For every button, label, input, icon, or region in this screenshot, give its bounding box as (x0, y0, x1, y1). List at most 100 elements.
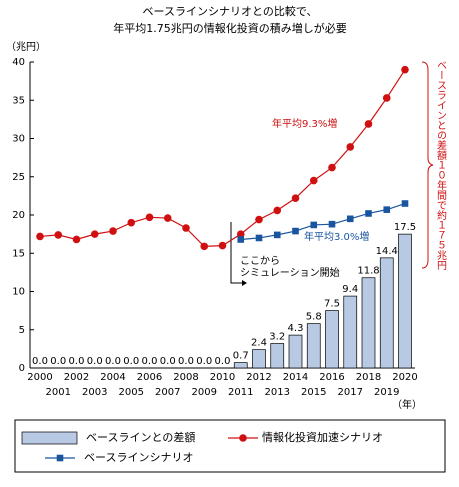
data-label: 11.8 (357, 266, 379, 277)
bar (270, 343, 285, 369)
data-label: 0.0 (105, 356, 121, 367)
marker (291, 194, 300, 202)
y-tick-label: 25 (12, 172, 25, 183)
marker (127, 218, 136, 227)
data-label: 0.0 (123, 356, 139, 367)
y-tick-label: 10 (12, 287, 25, 298)
data-label: 0.0 (178, 356, 194, 367)
marker (273, 231, 281, 239)
x-tick-label: 2013 (265, 387, 290, 398)
marker (145, 213, 154, 222)
bracket (421, 61, 434, 269)
x-tick-label: 2018 (356, 372, 381, 383)
marker (310, 221, 318, 229)
x-tick-label: 2006 (137, 372, 162, 383)
x-tick-label: 2003 (82, 387, 107, 398)
y-tick-label: 20 (12, 210, 25, 221)
data-label: 0.0 (32, 356, 48, 367)
x-tick-label: 2014 (283, 372, 308, 383)
x-tick-label: 2000 (27, 372, 52, 383)
legend-label: 情報化投資加速シナリオ (262, 430, 383, 444)
marker (328, 220, 336, 228)
y-tick-label: 0 (19, 363, 25, 374)
legend (14, 419, 446, 473)
data-label: 7.5 (324, 299, 340, 310)
x-axis-label: （年） (392, 398, 422, 411)
y-tick-label: 40 (12, 57, 25, 68)
marker (382, 94, 391, 102)
arrow (230, 222, 246, 284)
x-tick-label: 2016 (319, 372, 344, 383)
data-label: 0.0 (50, 356, 66, 367)
bar (306, 323, 321, 369)
marker (109, 227, 117, 235)
y-tick-label: 5 (19, 325, 25, 336)
annotation: ベースラインとの差額１０年間で約１７５兆円 (435, 60, 447, 271)
marker (255, 215, 263, 224)
data-label: 0.7 (233, 351, 249, 362)
legend-swatch (56, 454, 64, 462)
bar (361, 277, 376, 369)
chart-title: 年平均1.75兆円の情報化投資の積み増しが必要 (113, 21, 347, 35)
bar (288, 334, 303, 369)
x-tick-label: 2012 (246, 372, 271, 383)
y-tick-label: 30 (12, 134, 25, 145)
marker (292, 227, 299, 235)
marker (255, 234, 263, 242)
x-tick-label: 2007 (155, 387, 180, 398)
x-tick-label: 2020 (392, 372, 417, 383)
marker (309, 176, 318, 185)
bar (325, 310, 339, 369)
line (240, 202, 406, 241)
data-label: 4.3 (288, 323, 304, 334)
bar (398, 233, 412, 369)
annotation: ここから (240, 255, 280, 267)
bar (379, 257, 394, 369)
x-tick-label: 2005 (119, 387, 144, 398)
data-label: 0.0 (215, 356, 231, 367)
marker (90, 230, 99, 238)
marker (200, 242, 209, 251)
data-label: 17.5 (394, 222, 416, 233)
x-tick-label: 2011 (228, 387, 253, 398)
data-label: 14.4 (376, 246, 398, 257)
data-label: 0.0 (196, 356, 212, 367)
marker (328, 163, 336, 172)
marker (273, 206, 282, 215)
data-label: 0.0 (160, 356, 176, 367)
x-tick-label: 2017 (338, 387, 363, 398)
annotation: 年平均3.0%増 (304, 230, 369, 243)
marker (365, 210, 372, 217)
marker (163, 214, 172, 222)
y-tick-label: 35 (12, 95, 25, 106)
marker (346, 215, 354, 223)
x-tick-label: 2008 (173, 372, 198, 383)
data-label: 0.0 (87, 356, 103, 367)
bar (252, 349, 266, 369)
marker (364, 120, 373, 128)
legend-label: ベースラインシナリオ (84, 451, 193, 464)
data-label: 0.0 (142, 356, 158, 367)
marker (182, 224, 190, 232)
marker (383, 206, 391, 213)
x-tick-label: 2002 (64, 372, 89, 383)
bar (233, 362, 248, 369)
y-tick-label: 15 (12, 248, 25, 259)
data-label: 0.0 (69, 356, 85, 367)
annotation: 年平均9.3%増 (272, 117, 337, 130)
marker (218, 241, 227, 250)
marker (72, 235, 81, 244)
legend-label: ベースラインとの差額 (86, 430, 195, 444)
marker (237, 236, 245, 243)
x-tick-label: 2004 (100, 372, 125, 383)
marker (54, 231, 63, 239)
marker (236, 230, 245, 238)
marker (401, 200, 409, 207)
marker (36, 232, 44, 241)
x-tick-label: 2010 (210, 372, 235, 383)
marker (401, 65, 409, 74)
data-label: 9.4 (342, 284, 358, 295)
x-tick-label: 2009 (192, 387, 217, 398)
x-tick-label: 2001 (46, 387, 71, 398)
